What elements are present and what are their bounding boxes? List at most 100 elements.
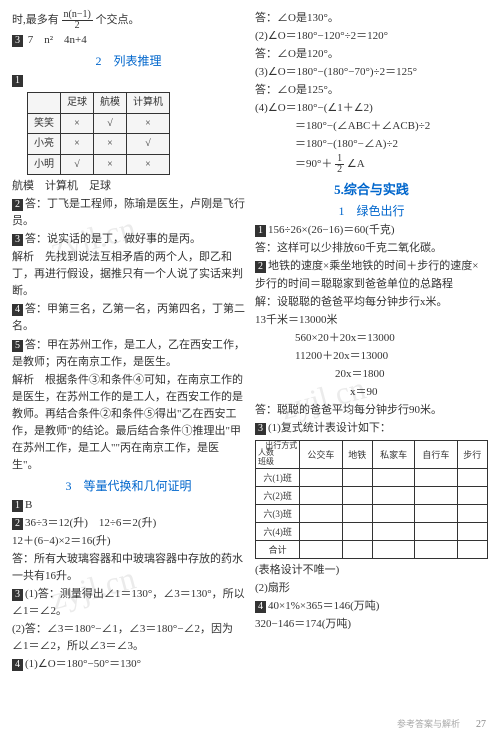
table-cell: 笑笑 — [28, 113, 61, 134]
text-line: 560×20＋20x＝13000 — [255, 330, 488, 347]
page-number: 27 — [476, 719, 486, 730]
text: 答：丁飞是工程师，陈瑜是医生，卢刚是飞行员。 — [12, 198, 245, 227]
fraction: 1 2 — [335, 154, 344, 175]
table-cell: 航模 — [94, 93, 127, 114]
text-line: 3(1)答：测量得出∠1＝130°，∠3＝130°，所以∠1＝∠2。 — [12, 586, 245, 620]
text-line: (2)扇形 — [255, 580, 488, 597]
table-cell: √ — [94, 113, 127, 134]
text-line: 答：∠O是120°。 — [255, 46, 488, 63]
page-content: 时,最多有 n(n−1) 2 个交点。 3 7 n² 4n+4 2 列表推理 1… — [0, 0, 500, 684]
text: 地铁的速度×乘坐地铁的时间＋步行的速度×步行的时间＝聪聪家到爸爸单位的总路程 — [255, 260, 478, 289]
item-number: 2 — [12, 199, 23, 211]
fraction: n(n−1) 2 — [62, 10, 93, 31]
item-number: 3 — [255, 423, 266, 435]
text-line: (3)∠O＝180°−(180°−70°)÷2＝125° — [255, 64, 488, 81]
item-number: 3 — [12, 35, 23, 47]
item-number: 5 — [12, 340, 23, 352]
text-line: 13千米＝13000米 — [255, 312, 488, 329]
text: (1)∠O＝180°−50°＝130° — [25, 658, 141, 670]
item-number: 1 — [12, 500, 23, 512]
item-number: 1 — [12, 75, 23, 87]
item-number: 1 — [255, 225, 266, 237]
table-cell: 计算机 — [127, 93, 170, 114]
text: (1)答：测量得出∠1＝130°，∠3＝130°，所以∠1＝∠2。 — [12, 588, 245, 617]
table-header: 公交车 — [300, 440, 342, 468]
statistics-table: 出行方式 人数 班级 公交车 地铁 私家车 自行车 步行 六(1)班 六(2)班… — [255, 440, 488, 559]
text-line: 20x＝1800 — [255, 366, 488, 383]
table-header: 地铁 — [342, 440, 372, 468]
text-line: 解析 先找到说法互相矛盾的两个人，即乙和丁，再进行假设，据推只有一个人说了实话来… — [12, 249, 245, 300]
table-cell: × — [94, 134, 127, 155]
table-cell: 足球 — [61, 93, 94, 114]
table-cell: 六(3)班 — [256, 504, 300, 522]
text-line: ＝90°＋ 1 2 ∠A — [255, 154, 488, 175]
table-cell: 六(4)班 — [256, 522, 300, 540]
text-line: 时,最多有 n(n−1) 2 个交点。 — [12, 10, 245, 31]
text: 36÷3＝12(升) 12÷6＝2(升) — [25, 517, 156, 529]
text-line: 答：∠O是125°。 — [255, 82, 488, 99]
table-cell: 六(2)班 — [256, 486, 300, 504]
text-line: 3答：说实话的是丁，做好事的是丙。 — [12, 231, 245, 248]
table-cell: × — [61, 134, 94, 155]
text: 答：甲在苏州工作，是工人，乙在西安工作，是教师；丙在南京工作，是医生。 — [12, 339, 245, 368]
text: 答：甲第三名，乙第一名，丙第四名，丁第二名。 — [12, 303, 245, 332]
text-line: 440×1%×365＝146(万吨) — [255, 598, 488, 615]
left-column: 时,最多有 n(n−1) 2 个交点。 3 7 n² 4n+4 2 列表推理 1… — [12, 10, 245, 674]
text-line: 答：聪聪的爸爸平均每分钟步行90米。 — [255, 402, 488, 419]
item-number: 3 — [12, 234, 23, 246]
text: 40×1%×365＝146(万吨) — [268, 600, 379, 612]
table-cell: × — [127, 154, 170, 175]
table-cell: × — [94, 154, 127, 175]
text: 156÷26×(26−16)＝60(千克) — [268, 224, 395, 236]
text-line: 解：设聪聪的爸爸平均每分钟步行x米。 — [255, 294, 488, 311]
denominator: 2 — [62, 21, 93, 31]
sub-heading: 1 绿色出行 — [255, 202, 488, 219]
text-line: 236÷3＝12(升) 12÷6＝2(升) — [12, 515, 245, 532]
denominator: 2 — [335, 165, 344, 175]
text-line: (2)∠O＝180°−120°÷2＝120° — [255, 28, 488, 45]
text-line: 1B — [12, 497, 245, 514]
item-number: 4 — [12, 659, 23, 671]
table-cell: 小亮 — [28, 134, 61, 155]
text-line: 解析 根据条件③和条件④可知，在南京工作的是医生，在苏州工作的是工人，在西安工作… — [12, 372, 245, 474]
text: ∠A — [347, 158, 365, 170]
logic-table: 足球 航模 计算机 笑笑 × √ × 小亮 × × √ 小明 — [27, 92, 170, 175]
text-line: 4答：甲第三名，乙第一名，丙第四名，丁第二名。 — [12, 301, 245, 335]
text: 班级 — [258, 458, 274, 467]
text: 答：说实话的是丁，做好事的是丙。 — [25, 233, 201, 245]
section-heading: 2 列表推理 — [12, 52, 245, 69]
text-line: 航模 计算机 足球 — [12, 178, 245, 195]
table-container: 1 足球 航模 计算机 笑笑 × √ × 小亮 × × — [12, 72, 245, 175]
text: (1)复式统计表设计如下： — [268, 422, 391, 434]
text-line: 12＋(6−4)×2＝16(升) — [12, 533, 245, 550]
text-line: 2答：丁飞是工程师，陈瑜是医生，卢刚是飞行员。 — [12, 196, 245, 230]
item-number: 4 — [12, 304, 23, 316]
text-line: 11200＋20x＝13000 — [255, 348, 488, 365]
text: B — [25, 499, 32, 511]
text-line: 3(1)复式统计表设计如下： — [255, 420, 488, 437]
text: ＝90°＋ — [295, 158, 332, 170]
text-line: 320−146＝174(万吨) — [255, 616, 488, 633]
text-line: 5答：甲在苏州工作，是工人，乙在西安工作，是教师；丙在南京工作，是医生。 — [12, 337, 245, 371]
table-cell: × — [61, 113, 94, 134]
text: 7 n² 4n+4 — [28, 34, 87, 46]
item-number: 2 — [12, 518, 23, 530]
right-column: 答：∠O是130°。 (2)∠O＝180°−120°÷2＝120° 答：∠O是1… — [255, 10, 488, 674]
text-line: 1156÷26×(26−16)＝60(千克) — [255, 222, 488, 239]
section-heading: 5.综合与实践 — [255, 179, 488, 198]
item-number: 3 — [12, 589, 23, 601]
text-line: x＝90 — [255, 384, 488, 401]
table-cell: × — [127, 113, 170, 134]
text-line: 答：所有大玻璃容器和中玻璃容器中存放的药水一共有16升。 — [12, 551, 245, 585]
table-header: 私家车 — [372, 440, 414, 468]
text-line: 答：这样可以少排放60千克二氧化碳。 — [255, 240, 488, 257]
text-line: (4)∠O＝180°−(∠1＋∠2) — [255, 100, 488, 117]
table-header: 步行 — [457, 440, 487, 468]
table-diagonal-cell: 出行方式 人数 班级 — [256, 440, 300, 468]
text-line: ＝180°−(180°−∠A)÷2 — [255, 136, 488, 153]
text-line: 答：∠O是130°。 — [255, 10, 488, 27]
text-line: ＝180°−(∠ABC＋∠ACB)÷2 — [255, 118, 488, 135]
text-line: 3 7 n² 4n+4 — [12, 32, 245, 49]
table-cell: √ — [127, 134, 170, 155]
text-line: (2)答：∠3＝180°−∠1，∠3＝180°−∠2，因为∠1＝∠2，所以∠3＝… — [12, 621, 245, 655]
